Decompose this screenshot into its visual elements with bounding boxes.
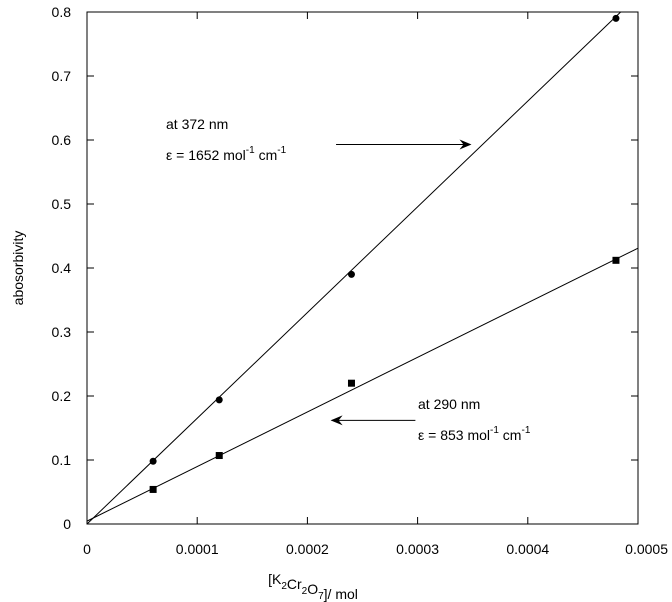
y-tick-label: 0.7 [52,68,72,84]
data-point-circle [612,14,620,22]
annotation-wavelength: at 372 nm [166,116,228,132]
x-tick-label: 0.0001 [176,541,219,557]
y-tick-label: 0.3 [52,324,72,340]
plot-frame [86,11,639,525]
y-tick-label: 0.8 [52,4,72,20]
annotation-epsilon: ε = 1652 mol-1 cm-1 [166,145,287,163]
data-point-circle [215,396,223,404]
y-tick-label: 0.1 [52,452,72,468]
y-tick-label: 0.2 [52,388,72,404]
x-tick-label: 0.0004 [506,541,549,557]
x-axis-title: [K2Cr2O7]/ mol [268,571,358,602]
data-point-circle [347,270,355,278]
y-tick-label: 0.6 [52,132,72,148]
x-tick-label: 0 [83,541,91,557]
data-point-circle [149,457,157,465]
x-tick-label: 0.0005 [625,541,668,557]
fit-lines [86,11,639,525]
y-ticks: 0 0.1 0.2 0.3 0.4 0.5 0.6 0.7 0.8 [52,4,638,532]
y-tick-label: 0.4 [52,260,72,276]
data-point-square [612,256,620,264]
fit-line [86,11,622,525]
y-tick-label: 0.5 [52,196,72,212]
y-tick-label: 0 [63,516,71,532]
x-ticks: 0 0.0001 0.0002 0.0003 0.0004 0.0005 [83,12,668,557]
y-axis-title: abosorbivity [10,231,26,306]
annotation-wavelength: at 290 nm [418,396,480,412]
x-tick-label: 0.0003 [396,541,439,557]
annotations: at 372 nm ε = 1652 mol-1 cm-1 at 290 nm ε =… [166,116,531,443]
fit-line [86,247,639,522]
data-point-square [149,485,157,493]
annotation-epsilon: ε = 853 mol-1 cm-1 [418,425,531,443]
data-points [149,14,620,493]
x-tick-label: 0.0002 [286,541,329,557]
data-point-square [215,452,223,460]
data-point-square [347,379,355,387]
